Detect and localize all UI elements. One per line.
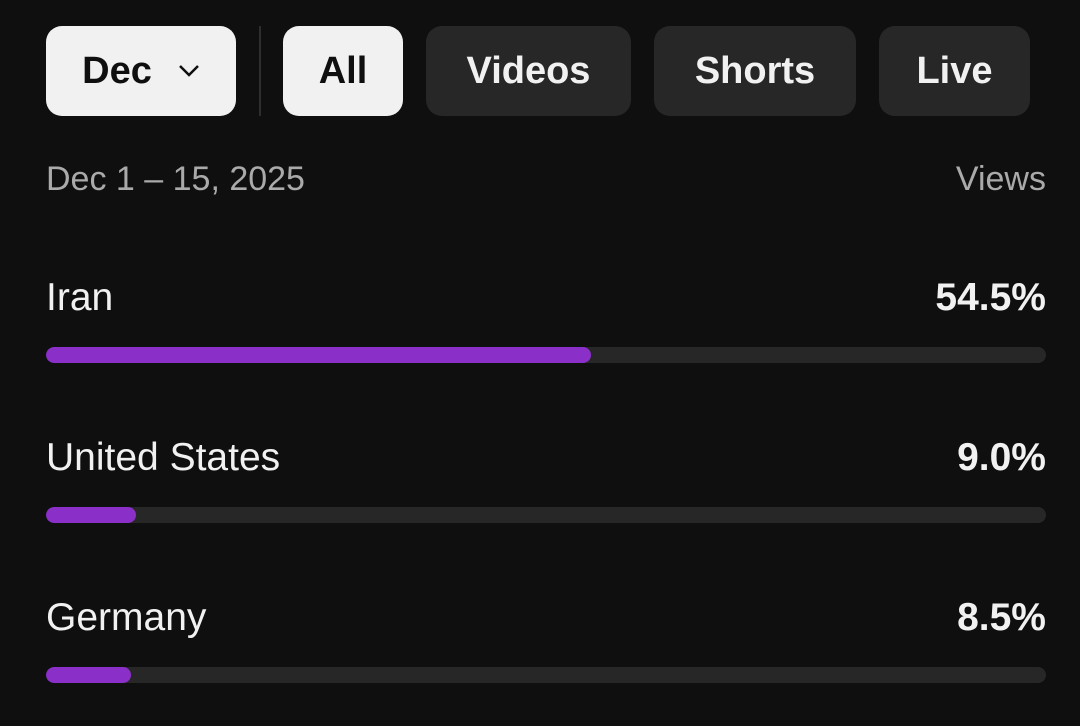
percent-label: 54.5%: [935, 276, 1046, 319]
bar: [46, 667, 131, 683]
chevron-icon: [178, 65, 199, 77]
bar: [46, 507, 136, 523]
month-dropdown[interactable]: Dec: [46, 26, 236, 116]
country-name: United States: [46, 436, 281, 479]
month-label: Dec: [82, 49, 152, 92]
date-range: Dec 1 – 15, 2025: [46, 160, 305, 198]
percent-label: 9.0%: [957, 436, 1046, 479]
percent-label: 8.5%: [957, 596, 1046, 639]
chip-group: All Videos Shorts Live: [283, 26, 1053, 116]
bar-track: [46, 347, 1046, 363]
metric-label: Views: [955, 160, 1046, 198]
bar-track: [46, 507, 1046, 523]
bar: [46, 347, 591, 363]
filter-bar: Dec All Videos Shorts Live: [46, 26, 1053, 116]
country-name: Iran: [46, 276, 114, 319]
country-name: Germany: [46, 596, 207, 639]
filter-chip[interactable]: Live: [879, 26, 1030, 116]
bar-track: [46, 667, 1046, 683]
filter-chip[interactable]: Videos: [426, 26, 631, 116]
divider: [259, 26, 261, 116]
filter-chip[interactable]: Shorts: [654, 26, 856, 116]
filter-chip[interactable]: All: [283, 26, 403, 116]
